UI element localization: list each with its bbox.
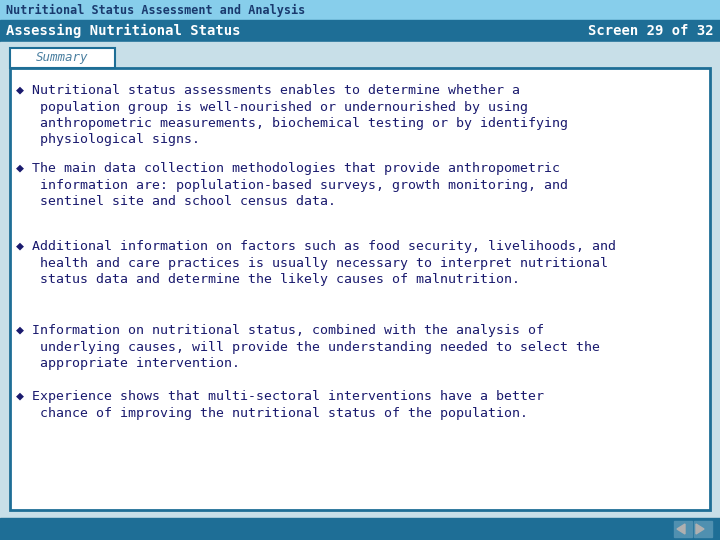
- Polygon shape: [696, 524, 704, 534]
- Text: ◆ Information on nutritional status, combined with the analysis of
   underlying: ◆ Information on nutritional status, com…: [16, 324, 600, 370]
- FancyBboxPatch shape: [10, 48, 115, 68]
- Text: ◆ Nutritional status assessments enables to determine whether a
   population gr: ◆ Nutritional status assessments enables…: [16, 84, 568, 146]
- Bar: [674, 521, 692, 537]
- Bar: [0, 518, 720, 540]
- Text: Nutritional Status Assessment and Analysis: Nutritional Status Assessment and Analys…: [6, 3, 305, 17]
- Bar: [694, 521, 712, 537]
- Text: ◆ Experience shows that multi-sectoral interventions have a better
   chance of : ◆ Experience shows that multi-sectoral i…: [16, 390, 544, 420]
- Text: ◆ The main data collection methodologies that provide anthropometric
   informat: ◆ The main data collection methodologies…: [16, 162, 568, 208]
- Text: Assessing Nutritional Status: Assessing Nutritional Status: [6, 24, 240, 38]
- Text: Summary: Summary: [36, 51, 89, 64]
- Text: Screen 29 of 32: Screen 29 of 32: [588, 24, 714, 38]
- Bar: [0, 20, 720, 42]
- FancyBboxPatch shape: [10, 68, 710, 510]
- Bar: [0, 42, 720, 518]
- Polygon shape: [677, 524, 685, 534]
- Bar: [0, 0, 720, 20]
- Text: ◆ Additional information on factors such as food security, livelihoods, and
   h: ◆ Additional information on factors such…: [16, 240, 616, 286]
